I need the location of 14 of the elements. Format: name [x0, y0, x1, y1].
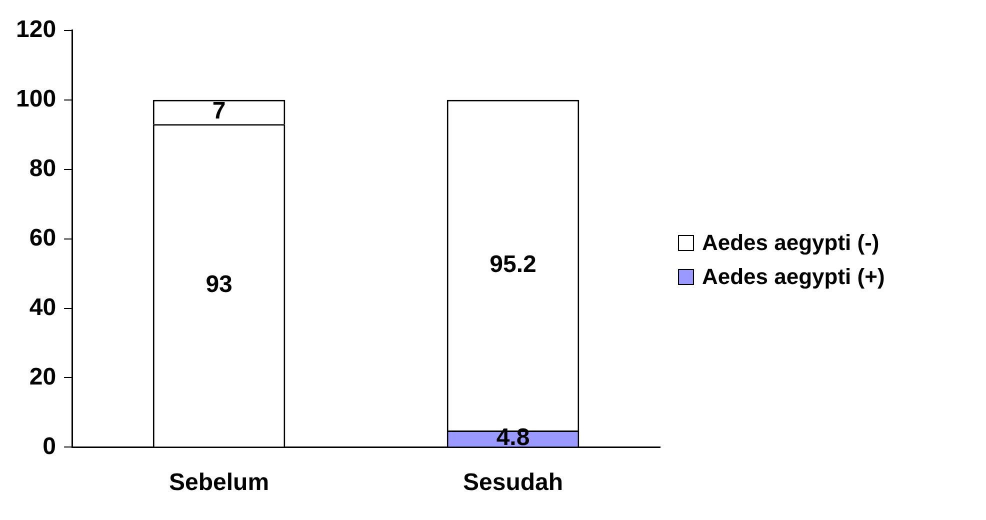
text: Aedes aegypti (-)	[702, 230, 880, 256]
data-label: 93	[206, 271, 232, 298]
data-label: 7	[212, 98, 226, 125]
y-tick-label: 60	[29, 224, 56, 252]
x-tick-label: Sesudah	[462, 469, 564, 496]
legend-label: Aedes aegypti (+)	[702, 264, 885, 290]
y-tick-label: 80	[29, 154, 56, 182]
y-tick-label: 20	[29, 363, 56, 390]
x-tick-label: Sebelum	[169, 469, 270, 496]
y-tick-label: 120	[16, 16, 56, 44]
y-tick-label: 0	[42, 432, 56, 460]
data-label: 95.2	[490, 250, 536, 278]
y-tick-label: 100	[16, 85, 56, 112]
y-tick-label: 40	[29, 294, 56, 321]
